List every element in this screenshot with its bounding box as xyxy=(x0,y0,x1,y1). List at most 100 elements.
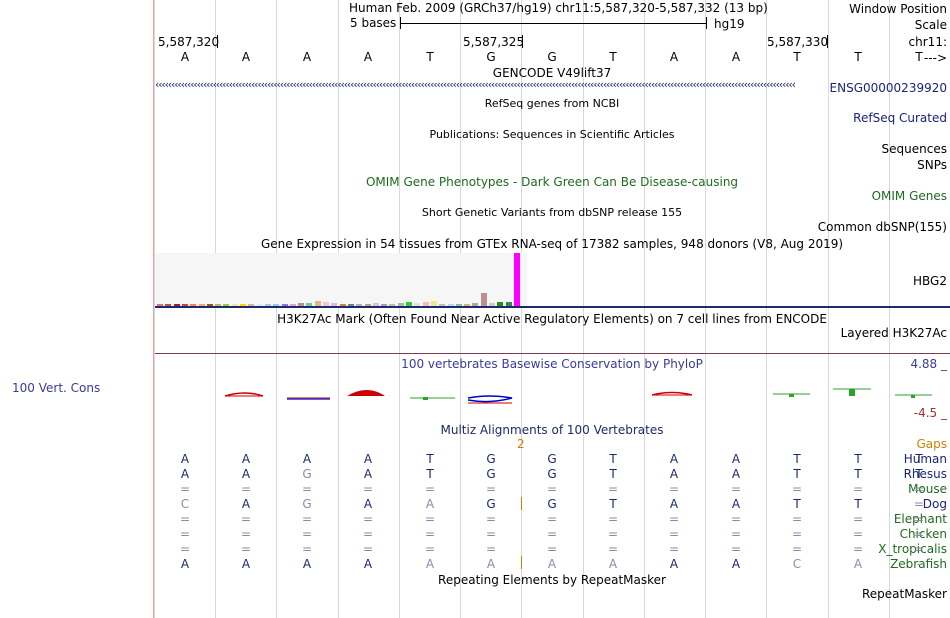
multiz-cell: A xyxy=(669,497,679,511)
refseq-label[interactable]: RefSeq Curated xyxy=(853,111,947,125)
gtex-bar[interactable] xyxy=(497,302,503,306)
multiz-species-human[interactable]: Human xyxy=(903,452,947,466)
tick-mark-2 xyxy=(522,35,523,48)
cons-min-label: -4.5 _ xyxy=(913,406,947,420)
cons-wiggle-plot[interactable] xyxy=(155,380,950,410)
multiz-species-x_tropicalis[interactable]: X_tropicalis xyxy=(878,542,947,556)
multiz-cell: = xyxy=(485,542,497,556)
gtex-bar[interactable] xyxy=(456,304,462,306)
cons-label[interactable]: 100 Vert. Cons xyxy=(12,381,101,395)
multiz-species-rhesus[interactable]: Rhesus xyxy=(903,467,947,481)
cons-max-label: 4.88 _ xyxy=(910,357,947,371)
gtex-bar[interactable] xyxy=(207,304,213,306)
gtex-bar[interactable] xyxy=(398,303,404,306)
gtex-bar[interactable] xyxy=(414,303,420,306)
h3k27-track-title[interactable]: H3K27Ac Mark (Often Found Near Active Re… xyxy=(277,312,827,326)
sequences-label[interactable]: Sequences xyxy=(881,142,947,156)
gtex-track-title[interactable]: Gene Expression in 54 tissues from GTEx … xyxy=(260,237,844,251)
gtex-bar[interactable] xyxy=(448,304,454,306)
multiz-cell: A xyxy=(669,452,679,466)
gtex-bar[interactable] xyxy=(489,303,495,306)
gtex-label[interactable]: HBG2 xyxy=(913,274,947,288)
gaps-label[interactable]: Gaps xyxy=(916,437,947,451)
gtex-bar[interactable] xyxy=(165,304,171,306)
gencode-track-title[interactable]: GENCODE V49lift37 xyxy=(492,66,612,80)
gtex-bar[interactable] xyxy=(514,253,520,306)
gtex-bar[interactable] xyxy=(423,302,429,306)
gtex-bar[interactable] xyxy=(481,293,487,306)
omim-track-title[interactable]: OMIM Gene Phenotypes - Dark Green Can Be… xyxy=(365,175,739,189)
gtex-bar[interactable] xyxy=(348,304,354,306)
gtex-bar[interactable] xyxy=(472,303,478,306)
refseq-track-title[interactable]: RefSeq genes from NCBI xyxy=(484,97,620,110)
gtex-bar[interactable] xyxy=(373,303,379,306)
gtex-bar[interactable] xyxy=(389,304,395,306)
gtex-bar[interactable] xyxy=(340,304,346,306)
gtex-bar[interactable] xyxy=(282,304,288,306)
snps-label[interactable]: SNPs xyxy=(917,158,947,172)
multiz-cell: A xyxy=(241,452,251,466)
omim-label[interactable]: OMIM Genes xyxy=(871,189,947,203)
gtex-bar[interactable] xyxy=(356,304,362,306)
gtex-bar[interactable] xyxy=(174,304,180,306)
multiz-cell: T xyxy=(915,452,923,466)
multiz-species-dog[interactable]: Dog xyxy=(922,497,947,511)
multiz-cell: A xyxy=(180,452,190,466)
rmsk-label[interactable]: RepeatMasker xyxy=(861,587,947,601)
multiz-cell: = xyxy=(485,512,497,526)
gtex-bar[interactable] xyxy=(240,304,246,306)
gencode-gene-strand[interactable]: ‹‹‹‹‹‹‹‹‹‹‹‹‹‹‹‹‹‹‹‹‹‹‹‹‹‹‹‹‹‹‹‹‹‹‹‹‹‹‹‹… xyxy=(155,78,796,91)
gtex-bar[interactable] xyxy=(215,304,221,306)
multiz-cell: = xyxy=(301,512,313,526)
gtex-bar[interactable] xyxy=(464,304,470,306)
multiz-species-mouse[interactable]: Mouse xyxy=(908,482,947,496)
gtex-bar[interactable] xyxy=(439,304,445,306)
multiz-cell: T xyxy=(793,452,801,466)
gtex-bar[interactable] xyxy=(182,304,188,306)
gtex-bar[interactable] xyxy=(315,301,321,306)
multiz-cell: = xyxy=(607,542,619,556)
gtex-bar[interactable] xyxy=(273,304,279,306)
multiz-cell: = xyxy=(913,497,925,511)
gtex-bar[interactable] xyxy=(290,304,296,306)
multiz-cell: G xyxy=(547,452,557,466)
multiz-species-elephant[interactable]: Elephant xyxy=(893,512,947,526)
multiz-cell: = xyxy=(668,482,680,496)
base-gridline xyxy=(766,0,767,618)
multiz-cell: = xyxy=(913,527,925,541)
multiz-cell: = xyxy=(362,482,374,496)
gencode-item-label[interactable]: ENSG00000239920 xyxy=(829,81,947,95)
multiz-cell: G xyxy=(486,497,496,511)
gtex-bar-chart[interactable] xyxy=(155,253,555,306)
multiz-track-title[interactable]: Multiz Alignments of 100 Vertebrates xyxy=(440,423,664,437)
gtex-bar[interactable] xyxy=(431,301,437,306)
gtex-bar[interactable] xyxy=(157,304,163,306)
h3k27-label[interactable]: Layered H3K27Ac xyxy=(840,326,947,340)
base-letter: G xyxy=(547,50,557,64)
gtex-bar[interactable] xyxy=(331,303,337,306)
h3k27-baseline xyxy=(155,353,950,354)
gtex-bar[interactable] xyxy=(306,303,312,306)
multiz-cell: A xyxy=(669,557,679,571)
rmsk-track-title[interactable]: Repeating Elements by RepeatMasker xyxy=(438,573,666,587)
multiz-species-chicken[interactable]: Chicken xyxy=(899,527,947,541)
gtex-bar[interactable] xyxy=(323,302,329,306)
pubs-track-title[interactable]: Publications: Sequences in Scientific Ar… xyxy=(429,128,675,141)
dbsnp-track-title[interactable]: Short Genetic Variants from dbSNP releas… xyxy=(421,206,683,219)
gtex-bar[interactable] xyxy=(381,304,387,306)
multiz-species-zebrafish[interactable]: Zebrafish xyxy=(890,557,947,571)
dbsnp-label[interactable]: Common dbSNP(155) xyxy=(817,220,947,234)
gtex-bar[interactable] xyxy=(232,304,238,306)
gtex-bar[interactable] xyxy=(199,304,205,306)
gtex-bar[interactable] xyxy=(257,304,263,306)
gtex-bar[interactable] xyxy=(506,302,512,306)
gtex-bar[interactable] xyxy=(406,302,412,306)
gap-marker-zebrafish xyxy=(521,556,522,569)
gtex-bar[interactable] xyxy=(265,304,271,306)
gtex-bar[interactable] xyxy=(365,304,371,306)
gtex-bar[interactable] xyxy=(298,303,304,306)
gtex-bar[interactable] xyxy=(223,304,229,306)
cons-track-title[interactable]: 100 vertebrates Basewise Conservation by… xyxy=(401,357,703,371)
gtex-bar[interactable] xyxy=(248,304,254,306)
gtex-bar[interactable] xyxy=(190,304,196,306)
